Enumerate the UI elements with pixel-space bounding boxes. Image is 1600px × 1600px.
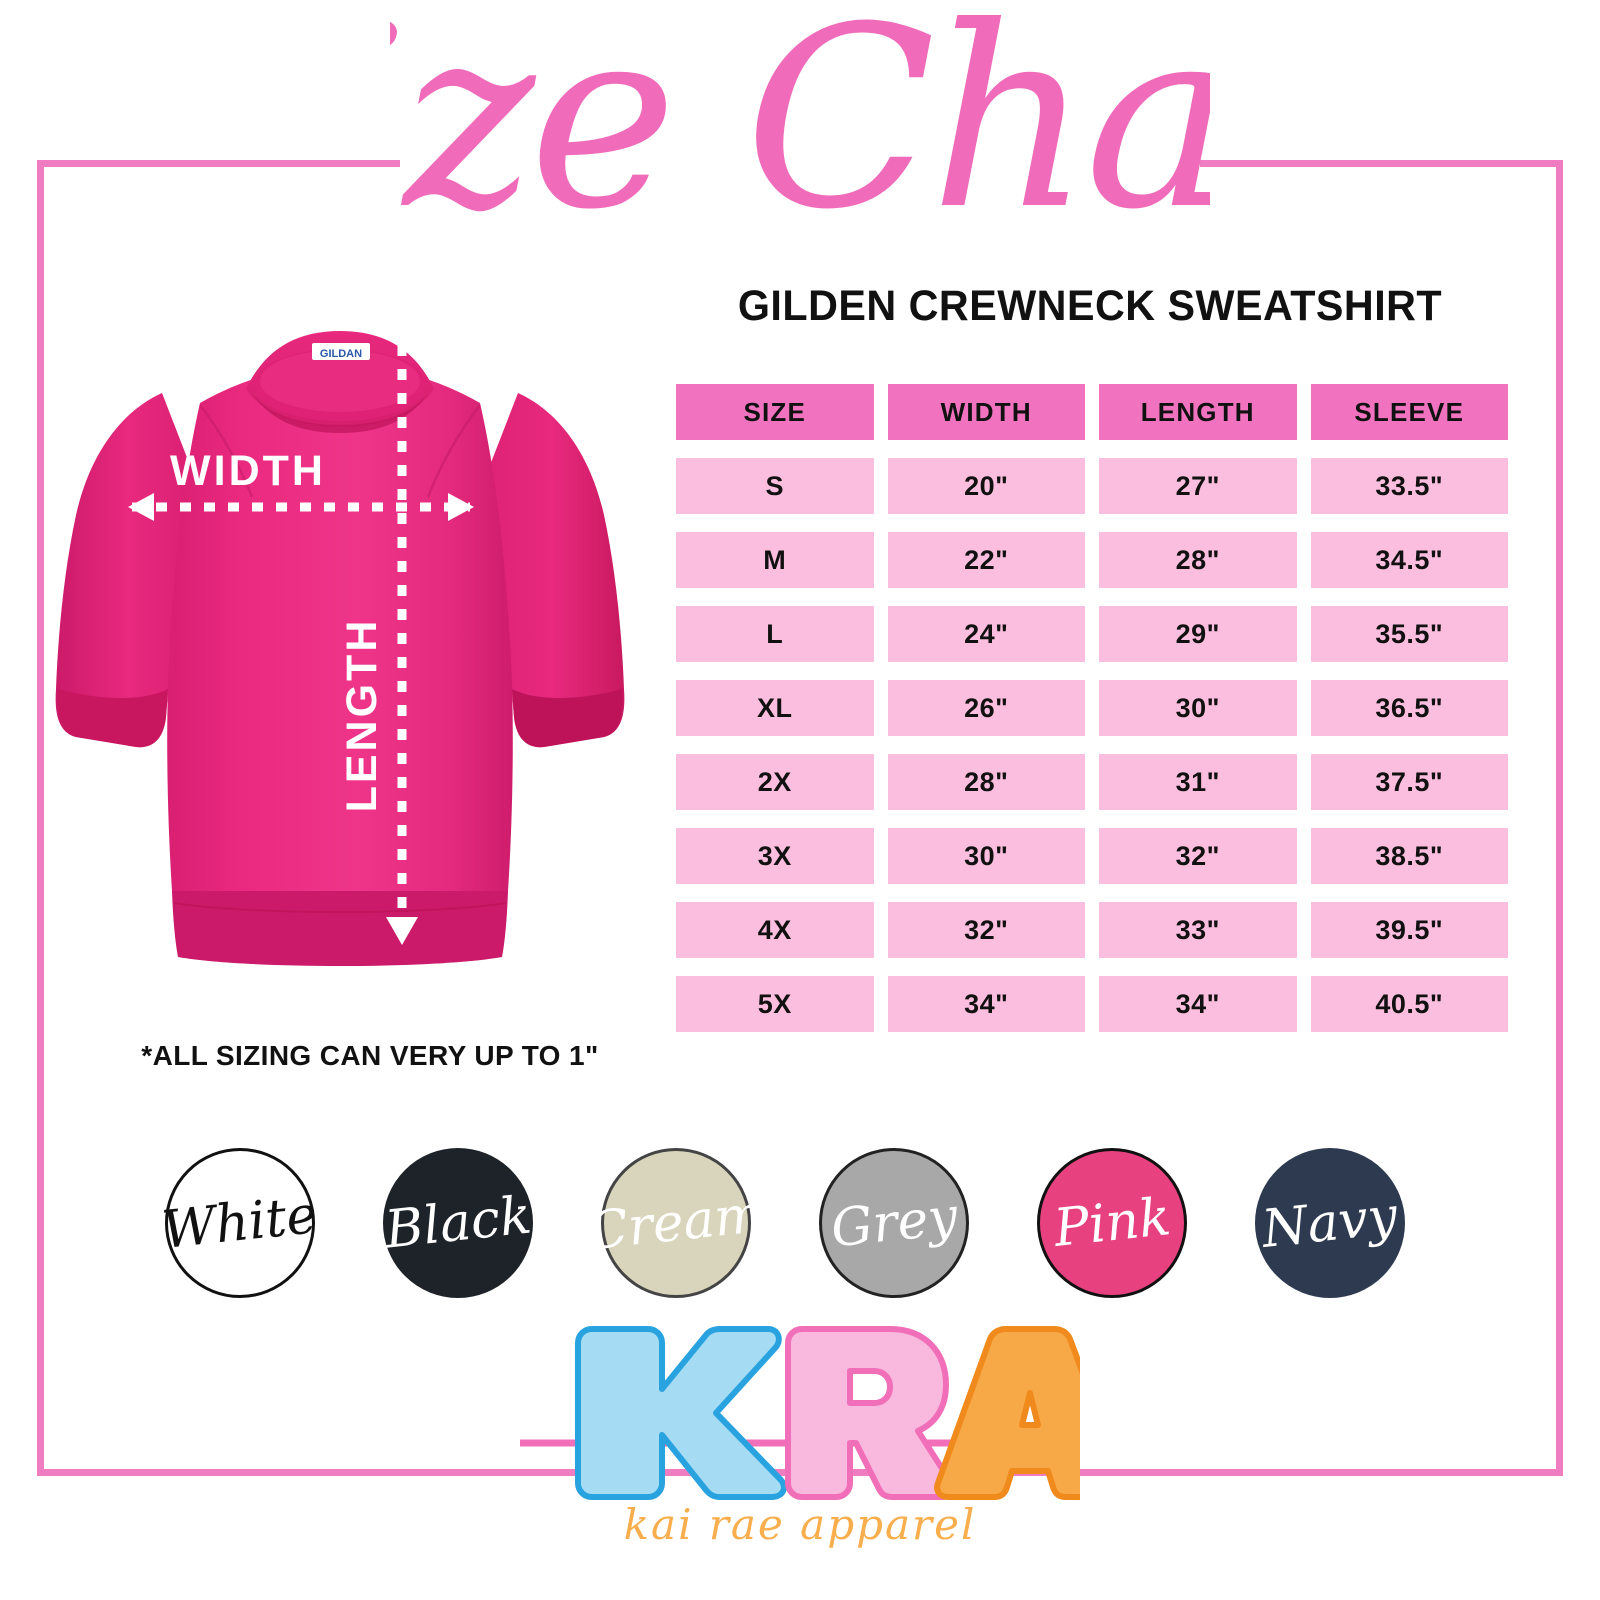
table-row: L 24" 29" 35.5" (676, 606, 1508, 662)
gildan-tag-label: GILDAN (320, 348, 362, 360)
cell-sleeve: 34.5" (1310, 532, 1508, 588)
column-header-size: SIZE (676, 384, 874, 440)
cell-length: 30" (1099, 680, 1297, 736)
sweatshirt-illustration: GILDAN WIDTH LENGTH (55, 311, 625, 966)
cell-sleeve: 37.5" (1310, 754, 1508, 810)
cell-size: 4X (676, 902, 874, 958)
cell-width: 20" (887, 458, 1085, 514)
color-swatch-label: Grey (827, 1186, 961, 1260)
cell-length: 28" (1099, 532, 1297, 588)
cell-length: 27" (1099, 458, 1297, 514)
product-heading: GILDEN CREWNECK SWEATSHIRT (737, 282, 1443, 330)
table-row: 2X 28" 31" 37.5" (676, 754, 1508, 810)
cell-size: 3X (676, 828, 874, 884)
color-swatch-pink[interactable]: Pink (1037, 1148, 1187, 1298)
cell-length: 33" (1099, 902, 1297, 958)
brand-tagline: kai rae apparel (623, 1500, 977, 1549)
table-row: 5X 34" 34" 40.5" (676, 976, 1508, 1032)
length-measure-arrow (386, 311, 418, 945)
page-title: Size Chart (0, 10, 1600, 280)
cell-size: 5X (676, 976, 874, 1032)
cell-width: 34" (887, 976, 1085, 1032)
table-row: S 20" 27" 33.5" (676, 458, 1508, 514)
cell-width: 32" (887, 902, 1085, 958)
brand-logo (520, 1326, 1080, 1500)
cell-size: M (676, 532, 874, 588)
color-swatch-label: Cream (585, 1183, 767, 1263)
column-header-sleeve: SLEEVE (1310, 384, 1508, 440)
color-swatch-label: Black (382, 1185, 534, 1261)
cell-length: 32" (1099, 828, 1297, 884)
cell-sleeve: 35.5" (1310, 606, 1508, 662)
frame-title-gap (400, 148, 1200, 180)
width-label: WIDTH (170, 447, 326, 495)
column-header-width: WIDTH (887, 384, 1085, 440)
color-swatch-label: Pink (1050, 1187, 1174, 1259)
cell-width: 22" (887, 532, 1085, 588)
page-title-text: Size Chart (390, 15, 1210, 264)
logo-letter-a (934, 1326, 1080, 1500)
color-swatch-grey[interactable]: Grey (819, 1148, 969, 1298)
size-chart-script-title: Size Chart (390, 15, 1210, 264)
cell-length: 29" (1099, 606, 1297, 662)
logo-letter-k (575, 1326, 787, 1500)
table-header-row: SIZE WIDTH LENGTH SLEEVE (676, 384, 1508, 440)
length-label: LENGTH (338, 618, 386, 813)
table-row: 3X 30" 32" 38.5" (676, 828, 1508, 884)
cell-sleeve: 36.5" (1310, 680, 1508, 736)
color-swatch-list: White Black Cream Grey Pink Navy (160, 1148, 1405, 1298)
cell-length: 34" (1099, 976, 1297, 1032)
column-header-length: LENGTH (1099, 384, 1297, 440)
cell-size: XL (676, 680, 874, 736)
cell-size: 2X (676, 754, 874, 810)
cell-sleeve: 39.5" (1310, 902, 1508, 958)
color-swatch-black[interactable]: Black (382, 1148, 534, 1298)
cell-size: S (676, 458, 874, 514)
cell-width: 24" (887, 606, 1085, 662)
cell-width: 30" (887, 828, 1085, 884)
color-swatch-white[interactable]: White (160, 1148, 320, 1298)
color-swatch-label: White (159, 1185, 321, 1261)
color-swatch-label: Navy (1259, 1186, 1401, 1260)
table-row: XL 26" 30" 36.5" (676, 680, 1508, 736)
cell-sleeve: 38.5" (1310, 828, 1508, 884)
color-swatch-cream[interactable]: Cream (585, 1148, 767, 1298)
cell-width: 26" (887, 680, 1085, 736)
color-swatch-navy[interactable]: Navy (1255, 1148, 1405, 1298)
sizing-disclaimer: *ALL SIZING CAN VERY UP TO 1" (141, 1040, 599, 1071)
cell-sleeve: 33.5" (1310, 458, 1508, 514)
cell-width: 28" (887, 754, 1085, 810)
cell-sleeve: 40.5" (1310, 976, 1508, 1032)
size-chart-table: SIZE WIDTH LENGTH SLEEVE S 20" 27" 33.5"… (676, 384, 1508, 1050)
cell-size: L (676, 606, 874, 662)
table-row: M 22" 28" 34.5" (676, 532, 1508, 588)
table-row: 4X 32" 33" 39.5" (676, 902, 1508, 958)
cell-length: 31" (1099, 754, 1297, 810)
width-measure-arrow (128, 493, 474, 521)
logo-letter-r (785, 1326, 956, 1500)
